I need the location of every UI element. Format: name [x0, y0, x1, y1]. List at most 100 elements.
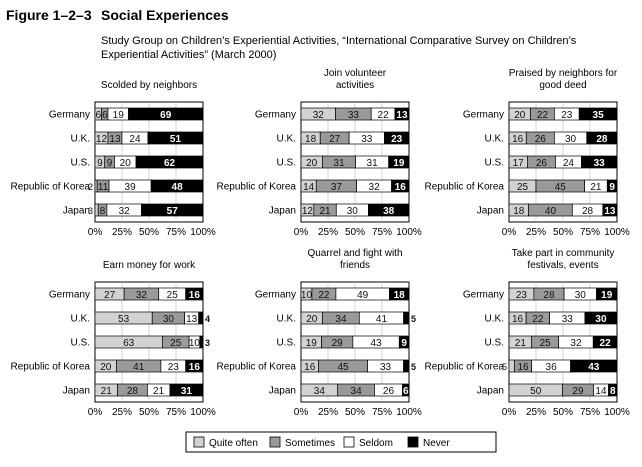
data-label: 17 — [513, 158, 525, 169]
data-label: 26 — [536, 158, 548, 169]
chart-panel-earn-money-for-work: Earn money for work 0% 25% 50% 75% 100% German… — [11, 260, 216, 418]
data-label: 27 — [329, 134, 341, 145]
data-label: 16 — [512, 314, 524, 325]
data-label: 5 — [502, 362, 507, 372]
data-label: 45 — [337, 362, 349, 373]
data-label: 50 — [530, 386, 542, 397]
data-label: 18 — [513, 206, 525, 217]
data-label: 30 — [595, 314, 607, 325]
chart-title: Quarrel and fight with — [307, 248, 402, 259]
data-label: 41 — [133, 362, 145, 373]
legend-label: Seldom — [359, 438, 393, 449]
data-label: 13 — [109, 134, 121, 145]
bar-segment-never — [570, 359, 618, 373]
data-label: 51 — [170, 134, 182, 145]
data-label: 6 — [102, 110, 108, 121]
legend-swatch-seldom — [343, 436, 355, 448]
data-label: 2 — [88, 182, 93, 192]
data-label: 3 — [88, 206, 93, 216]
data-label: 26 — [535, 134, 547, 145]
data-label: 32 — [313, 110, 325, 121]
data-label: 43 — [588, 362, 600, 373]
bar-segment-never — [389, 287, 410, 301]
data-label: 32 — [119, 206, 131, 217]
data-label: 22 — [537, 110, 549, 121]
data-label: 31 — [333, 158, 345, 169]
data-label: 10 — [189, 338, 201, 349]
legend-label: Never — [423, 438, 450, 449]
x-tick-label: 75% — [372, 227, 392, 238]
x-tick-label: 100% — [190, 227, 216, 238]
x-tick-label: 100% — [396, 407, 422, 418]
data-label: 32 — [136, 290, 148, 301]
x-tick-label: 50% — [345, 227, 365, 238]
data-label: 18 — [394, 290, 406, 301]
category-label: U.K. — [277, 134, 296, 145]
data-label: 22 — [378, 110, 390, 121]
data-label: 26 — [383, 386, 395, 397]
data-label: 39 — [125, 182, 137, 193]
bar-segment-never — [128, 107, 204, 121]
data-label: 12 — [302, 206, 314, 217]
chart-title: good deed — [539, 80, 586, 91]
bar-segment-never — [147, 131, 204, 145]
x-tick-label: 25% — [526, 227, 546, 238]
data-label: 14 — [595, 386, 607, 397]
category-label: Japan — [269, 206, 296, 217]
category-label: Japan — [63, 206, 90, 217]
category-label: Germany — [463, 290, 504, 301]
data-label: 19 — [113, 110, 125, 121]
bar-segment-never — [198, 311, 204, 325]
x-tick-label: 100% — [396, 227, 422, 238]
bar-segment-never — [141, 203, 204, 217]
data-label: 19 — [601, 290, 613, 301]
data-label: 13 — [604, 206, 616, 217]
data-label: 34 — [335, 314, 347, 325]
data-label: 22 — [532, 314, 544, 325]
bar-segment-never — [578, 107, 618, 121]
bar-segment-never — [135, 155, 204, 169]
data-label: 23 — [391, 134, 403, 145]
legend-label: Sometimes — [285, 438, 335, 449]
category-label: Japan — [477, 386, 504, 397]
bar-segment-never — [602, 203, 618, 217]
data-label: 37 — [331, 182, 343, 193]
bar-segment-never — [581, 155, 618, 169]
bar-segment-never — [608, 383, 618, 397]
data-label: 62 — [164, 158, 176, 169]
data-label: 63 — [123, 338, 135, 349]
bar-segment-never — [592, 335, 618, 349]
data-label: 33 — [361, 134, 373, 145]
data-label: 30 — [575, 290, 587, 301]
x-tick-label: 75% — [372, 407, 392, 418]
data-label: 21 — [590, 182, 602, 193]
data-label: 43 — [370, 338, 382, 349]
bar-segment-never — [368, 203, 410, 217]
data-label: 69 — [160, 110, 172, 121]
data-label: 21 — [319, 206, 331, 217]
x-tick-label: 0% — [88, 227, 103, 238]
bar-segment-never — [199, 335, 204, 349]
x-tick-label: 50% — [553, 227, 573, 238]
data-label: 25 — [167, 290, 179, 301]
data-label: 30 — [163, 314, 175, 325]
data-label: 14 — [303, 182, 315, 193]
category-label: Republic of Korea — [11, 362, 91, 373]
category-label: Japan — [477, 206, 504, 217]
x-tick-label: 50% — [139, 407, 159, 418]
category-label: Republic of Korea — [217, 362, 297, 373]
category-label: Germany — [49, 290, 90, 301]
x-tick-label: 50% — [139, 227, 159, 238]
data-label: 34 — [314, 386, 326, 397]
data-label: 31 — [367, 158, 379, 169]
data-label: 24 — [563, 158, 575, 169]
data-label: 24 — [129, 134, 141, 145]
data-label: 25 — [170, 338, 182, 349]
x-tick-label: 0% — [88, 407, 103, 418]
category-label: U.K. — [71, 314, 90, 325]
bar-segment-never — [388, 155, 410, 169]
category-label: Republic of Korea — [425, 182, 505, 193]
x-tick-label: 25% — [318, 227, 338, 238]
